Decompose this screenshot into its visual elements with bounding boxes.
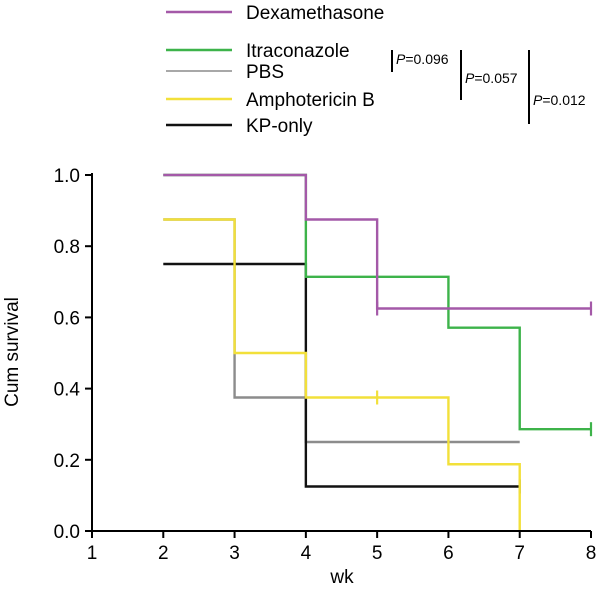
y-tick-label: 1.0 [54, 166, 80, 187]
x-tick-label: 3 [229, 543, 240, 564]
p-value-label: P=0.057 [465, 70, 518, 86]
p-value-symbol: P [533, 92, 543, 108]
curve-amphotericin-b [163, 218, 521, 531]
legend-label-dexamethasone: Dexamethasone [246, 3, 384, 24]
x-tick-label: 7 [514, 543, 525, 564]
x-tick-label: 2 [158, 543, 169, 564]
legend-label-amphotericin-b: Amphotericin B [246, 90, 375, 111]
x-tick-label: 1 [87, 543, 98, 564]
curve-dexamethasone [163, 173, 591, 310]
p-value-label: P=0.096 [396, 51, 449, 67]
p-value-symbol: P [465, 70, 475, 86]
p-value-number: =0.057 [474, 70, 517, 86]
legend-label-kp-only: KP-only [246, 116, 313, 137]
y-tick-label: 0.2 [54, 451, 80, 472]
p-value-symbol: P [396, 51, 406, 67]
y-tick-label: 0.0 [54, 522, 80, 543]
x-tick-label: 8 [586, 543, 597, 564]
x-tick-label: 6 [443, 543, 454, 564]
plot-area [163, 173, 593, 531]
x-tick-label: 4 [301, 543, 312, 564]
p-value-number: =0.012 [542, 92, 585, 108]
p-value-number: =0.096 [405, 51, 448, 67]
legend-label-pbs: PBS [246, 62, 284, 83]
curve-kp-only [163, 262, 520, 488]
curve-pbs [163, 218, 520, 444]
y-tick-label: 0.4 [54, 380, 81, 401]
y-axis-title: Cum survival [2, 297, 23, 407]
legend-label-itraconazole: Itraconazole [246, 41, 350, 62]
x-axis-title: wk [329, 567, 354, 588]
axes: 1 2 3 4 5 6 7 8 0.0 0.2 0.4 0.6 0.8 1.0 [54, 166, 597, 564]
y-tick-label: 0.8 [54, 237, 80, 258]
p-value-label: P=0.012 [533, 92, 586, 108]
x-tick-label: 5 [372, 543, 383, 564]
y-tick-label: 0.6 [54, 308, 80, 329]
